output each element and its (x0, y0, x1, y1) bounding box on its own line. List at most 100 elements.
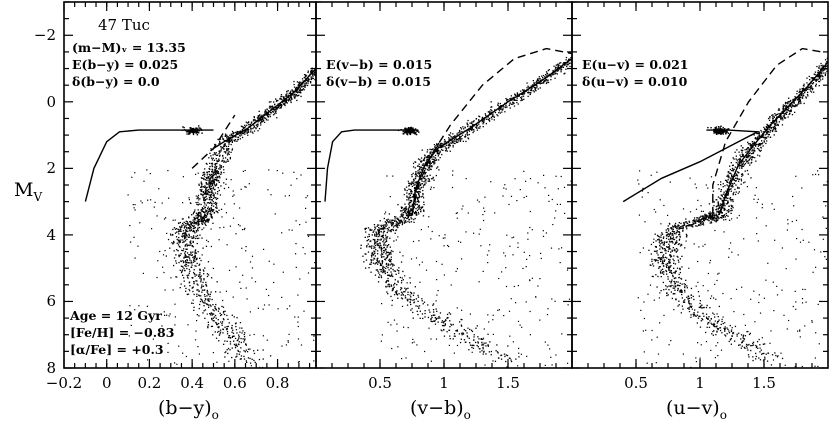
star-point (448, 139, 450, 141)
star-point (384, 272, 386, 275)
star-point (200, 278, 202, 280)
star-point (415, 203, 417, 206)
star-point (738, 151, 740, 153)
star-point (227, 336, 230, 339)
star-point (428, 167, 431, 169)
star-point (401, 215, 403, 217)
star-point (757, 137, 759, 139)
star-point (229, 140, 231, 142)
field-star-point (197, 346, 199, 348)
star-point (231, 327, 233, 330)
star-point (280, 104, 283, 107)
field-star-point (397, 346, 399, 348)
star-point (217, 175, 219, 178)
star-point (267, 115, 269, 117)
star-point (262, 358, 264, 360)
star-point (425, 171, 427, 174)
star-point (510, 359, 512, 361)
star-point (199, 277, 201, 279)
star-point (411, 191, 413, 193)
star-point (727, 191, 729, 193)
star-point (764, 356, 766, 358)
star-point (718, 217, 720, 220)
star-point (416, 165, 419, 167)
star-point (378, 229, 381, 231)
star-point (673, 262, 675, 264)
star-point (466, 335, 468, 337)
field-star-point (435, 300, 437, 302)
star-point (394, 216, 396, 218)
star-point (390, 229, 393, 231)
star-point (430, 149, 433, 151)
star-point (202, 301, 204, 303)
field-star-point (413, 301, 416, 303)
star-point (394, 283, 396, 285)
field-star-point (411, 342, 413, 344)
star-point (204, 203, 206, 205)
star-point (391, 299, 393, 302)
star-point (741, 161, 743, 163)
star-point (369, 228, 371, 230)
star-point (408, 193, 410, 195)
star-point (402, 216, 404, 219)
star-point (807, 95, 809, 97)
field-star-point (480, 245, 482, 247)
star-point (205, 215, 207, 217)
star-point (236, 140, 238, 142)
star-point (273, 101, 275, 103)
x-tick-label: −0.2 (46, 374, 82, 392)
field-star-point (392, 219, 394, 221)
star-point (203, 310, 205, 312)
star-point (188, 256, 190, 258)
star-point (212, 188, 214, 190)
star-point (378, 233, 381, 235)
field-star-point (397, 236, 399, 238)
field-star-point (549, 348, 551, 350)
star-point (296, 81, 299, 83)
star-point (387, 230, 389, 232)
star-point (434, 154, 437, 157)
star-point (289, 96, 291, 99)
star-point (704, 219, 706, 221)
field-star-point (455, 212, 457, 214)
star-point (435, 174, 437, 177)
star-point (422, 303, 424, 305)
star-point (509, 102, 511, 104)
star-point (210, 174, 212, 176)
star-point (475, 118, 478, 120)
star-point (723, 191, 725, 193)
star-point (499, 102, 501, 105)
star-point (255, 127, 257, 129)
star-point (476, 123, 478, 125)
star-point (490, 116, 493, 118)
star-point (515, 358, 517, 360)
star-point (211, 168, 213, 170)
star-point (516, 93, 519, 95)
star-point (406, 217, 408, 220)
star-point (286, 95, 288, 97)
star-point (173, 257, 176, 259)
star-point (179, 226, 181, 228)
star-point (738, 167, 741, 169)
star-point (242, 132, 244, 134)
field-star-point (498, 277, 500, 280)
field-star-point (299, 224, 301, 226)
star-point (667, 235, 669, 238)
star-point (393, 284, 395, 286)
star-point (424, 312, 426, 315)
star-point (175, 228, 178, 230)
star-point (713, 214, 716, 216)
star-point (375, 235, 377, 237)
star-point (416, 200, 418, 202)
star-point (732, 193, 734, 195)
star-point (377, 235, 379, 238)
star-point (235, 325, 237, 328)
star-point (407, 220, 409, 223)
star-point (189, 230, 191, 232)
star-point (199, 269, 201, 271)
star-point (705, 331, 707, 334)
star-point (189, 225, 191, 228)
star-point (390, 263, 392, 265)
star-point (392, 250, 394, 253)
star-point (418, 213, 420, 215)
